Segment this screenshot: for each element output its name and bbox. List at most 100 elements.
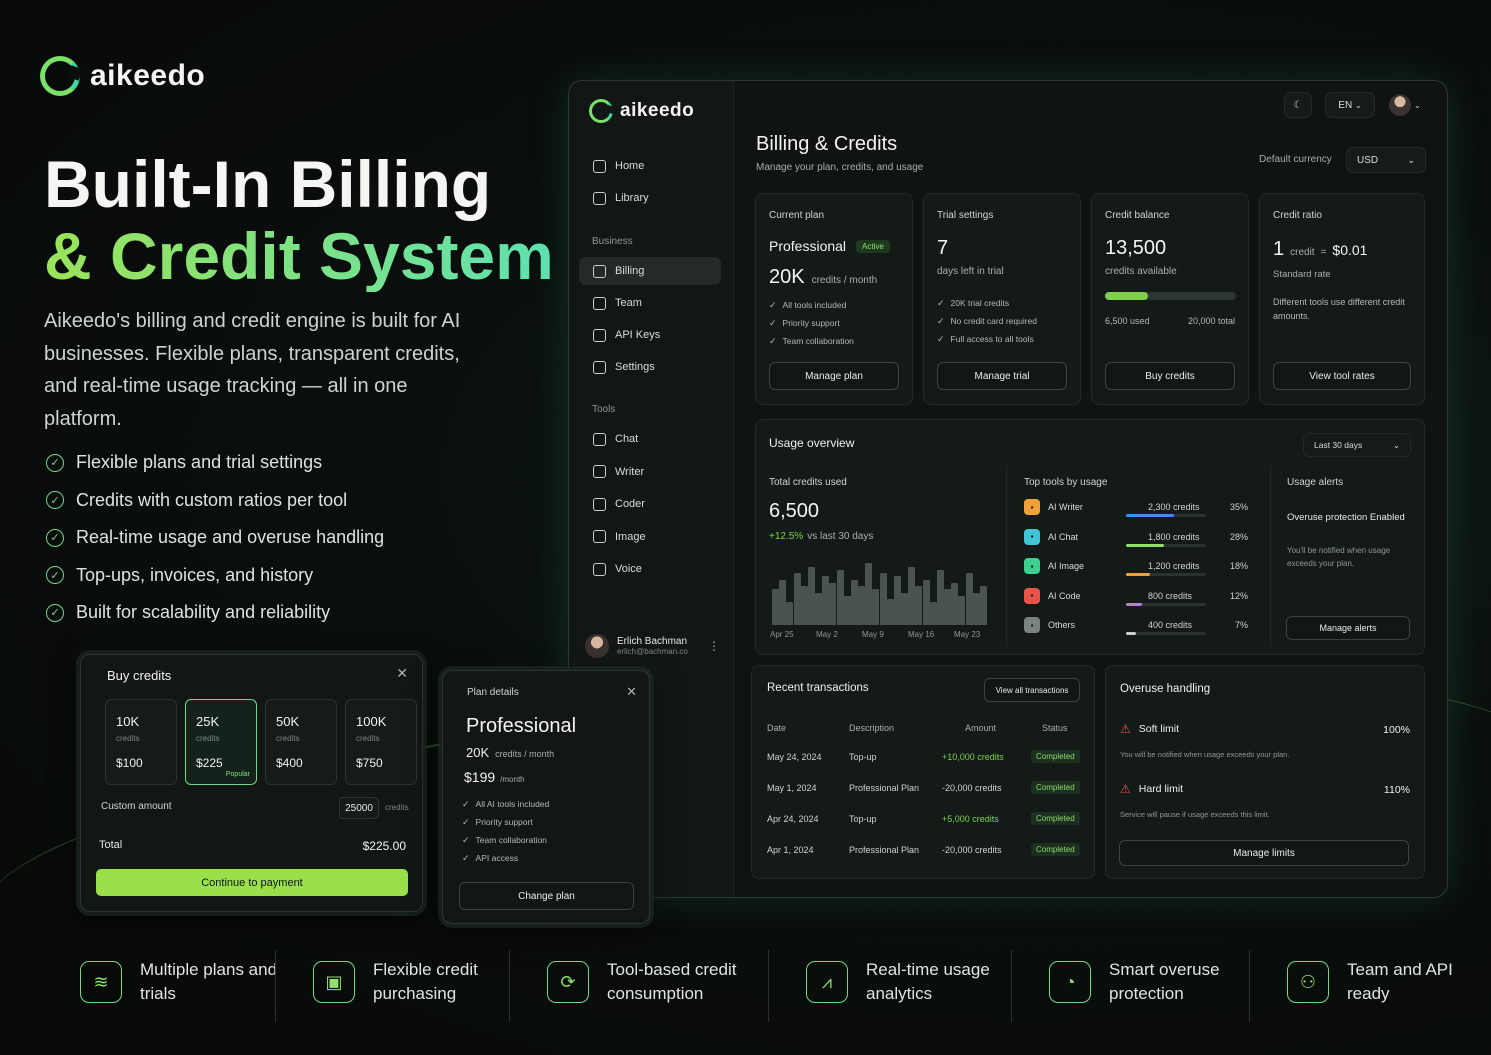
sidebar-item-settings[interactable]: Settings [579, 353, 721, 381]
credit-package-100k[interactable]: 100K credits $750 [345, 699, 417, 785]
plan-credits-unit: credits / month [495, 749, 555, 759]
warning-icon: ⚠ [1120, 782, 1131, 796]
sidebar-item-team[interactable]: Team [579, 289, 721, 317]
popup-title: Buy credits [107, 668, 172, 683]
image-icon [593, 530, 606, 543]
tool-usage-row: ▪ AI Image 1,200 credits 18% [1024, 556, 1260, 576]
usage-alerts-label: Usage alerts [1287, 477, 1344, 488]
view-all-transactions-button[interactable]: View all transactions [984, 678, 1080, 702]
table-row[interactable]: Apr 24, 2024 Top-up +5,000 credits Complete… [767, 810, 1080, 830]
manage-alerts-button[interactable]: Manage alerts [1286, 616, 1410, 640]
sidebar-item-voice[interactable]: Voice [579, 555, 721, 583]
tool-credits: 2,300 credits [1148, 502, 1200, 512]
recent-transactions-card: Recent transactions View all transaction… [751, 665, 1095, 879]
view-tool-rates-button[interactable]: View tool rates [1273, 362, 1411, 390]
more-vertical-icon[interactable]: ⋮ [708, 639, 720, 653]
footer-feature: ≋ Multiple plans and trials [80, 958, 290, 1006]
avatar [1389, 94, 1412, 116]
usage-chart-x-axis: Apr 25 May 2 May 9 May 16 May 23 [770, 630, 990, 642]
table-row[interactable]: Apr 1, 2024 Professional Plan -20,000 cred… [767, 841, 1080, 861]
manage-trial-button[interactable]: Manage trial [937, 362, 1067, 390]
table-row[interactable]: May 1, 2024 Professional Plan -20,000 cred… [767, 779, 1080, 799]
usage-bar [865, 563, 873, 625]
sidebar-item-label: Writer [615, 465, 645, 478]
feature-text: All tools included [782, 300, 847, 310]
usage-bar [958, 595, 966, 625]
sidebar-item-billing[interactable]: Billing [579, 257, 721, 285]
trial-days: 7 [937, 237, 949, 259]
credit-ratio-card: Credit ratio 1 credit = $0.01 Standard r… [1259, 193, 1425, 405]
plan-credits: 20K [466, 745, 490, 760]
popular-badge: Popular [225, 771, 250, 778]
sidebar-item-image[interactable]: Image [579, 523, 721, 551]
usage-bar [908, 566, 916, 625]
tool-percent: 28% [1229, 531, 1248, 542]
sidebar-item-coder[interactable]: Coder [579, 490, 721, 518]
footer-divider [1011, 950, 1012, 1022]
chevron-down-icon: ⌄ [1414, 100, 1421, 110]
current-plan-card: Current plan Professional Active 20K cre… [755, 193, 913, 405]
package-unit: credits [196, 734, 220, 743]
sidebar-logo[interactable]: aikeedo [589, 99, 694, 123]
check-icon: ✓ [937, 297, 945, 308]
trial-unit: days left in trial [937, 266, 1004, 277]
feature-text: Priority support [782, 318, 840, 328]
user-profile[interactable]: Erlich Bachman erlich@bachman.co ⋮ [585, 634, 720, 658]
close-icon[interactable]: ✕ [396, 665, 408, 681]
feature-item: ✓ Priority support [462, 813, 549, 831]
top-tools-list: ▪ AI Writer 2,300 credits 35% ▪ AI Chat 1,800 … [1024, 497, 1260, 647]
credit-package-25k[interactable]: 25K credits $225 Popular [185, 699, 257, 785]
avatar [585, 634, 609, 658]
theme-toggle-button[interactable]: ☾ [1284, 92, 1312, 118]
tx-description: Top-up [849, 752, 877, 762]
code-tool-icon: ▪ [1024, 587, 1040, 604]
check-icon: ✓ [462, 798, 470, 809]
manage-plan-button[interactable]: Manage plan [769, 362, 899, 390]
usage-bar [858, 586, 865, 625]
chevron-down-icon: ⌄ [1354, 100, 1362, 110]
buy-credits-button[interactable]: Buy credits [1105, 362, 1235, 390]
language-select[interactable]: EN ⌄ [1325, 92, 1375, 118]
nav-section-label: Business [592, 236, 633, 247]
check-icon: ✓ [769, 317, 777, 328]
currency-select[interactable]: USD ⌄ [1346, 147, 1426, 173]
x-axis-label: May 9 [862, 630, 884, 639]
usage-change: +12.5% [769, 531, 804, 542]
date-range-select[interactable]: Last 30 days ⌄ [1303, 433, 1411, 457]
tool-credits: 1,200 credits [1148, 561, 1200, 571]
card-label: Trial settings [937, 210, 994, 221]
feature-item: ✓ Team collaboration [769, 332, 854, 350]
tx-date: Apr 1, 2024 [767, 845, 814, 855]
sidebar-item-home[interactable]: Home [579, 152, 721, 180]
ratio-credit-word: credit [1290, 247, 1315, 258]
column-header: Date [767, 723, 787, 733]
chat-tool-icon: ▪ [1024, 528, 1040, 545]
account-menu[interactable]: ⌄ [1383, 92, 1427, 118]
trial-feature-list: ✓ 20K trial credits ✓ No credit card requir… [937, 294, 1037, 348]
sidebar-item-api-keys[interactable]: API Keys [579, 321, 721, 349]
usage-bar-chart [772, 560, 987, 625]
credit-package-50k[interactable]: 50K credits $400 [265, 699, 337, 785]
usage-bar [929, 602, 937, 625]
hero-feature-item: ✓ Built for scalability and reliability [46, 594, 384, 632]
tool-percent: 35% [1229, 502, 1248, 512]
table-row[interactable]: May 24, 2024 Top-up +10,000 credits Complet… [767, 748, 1080, 768]
sidebar-item-library[interactable]: Library [579, 184, 721, 212]
sidebar-item-chat[interactable]: Chat [579, 425, 721, 453]
sidebar-item-writer[interactable]: Writer [579, 458, 721, 486]
continue-to-payment-button[interactable]: Continue to payment [96, 869, 408, 896]
moon-icon: ☾ [1293, 99, 1303, 111]
hero-feature-list: ✓ Flexible plans and trial settings ✓ Credi… [46, 444, 384, 632]
tool-progress-track [1126, 602, 1206, 606]
close-icon[interactable]: ✕ [626, 684, 637, 699]
custom-amount-input[interactable] [339, 797, 379, 819]
manage-limits-button[interactable]: Manage limits [1119, 840, 1409, 866]
tool-progress-fill [1126, 543, 1165, 547]
ratio-note: Different tools use different credit amo… [1273, 297, 1405, 321]
alert-text: You'll be notified when usage exceeds yo… [1287, 546, 1391, 568]
change-plan-button[interactable]: Change plan [459, 882, 634, 910]
check-icon: ✓ [937, 333, 945, 344]
usage-bar [972, 592, 980, 625]
tool-credits: 1,800 credits [1148, 531, 1200, 542]
credit-package-10k[interactable]: 10K credits $100 [105, 699, 177, 785]
